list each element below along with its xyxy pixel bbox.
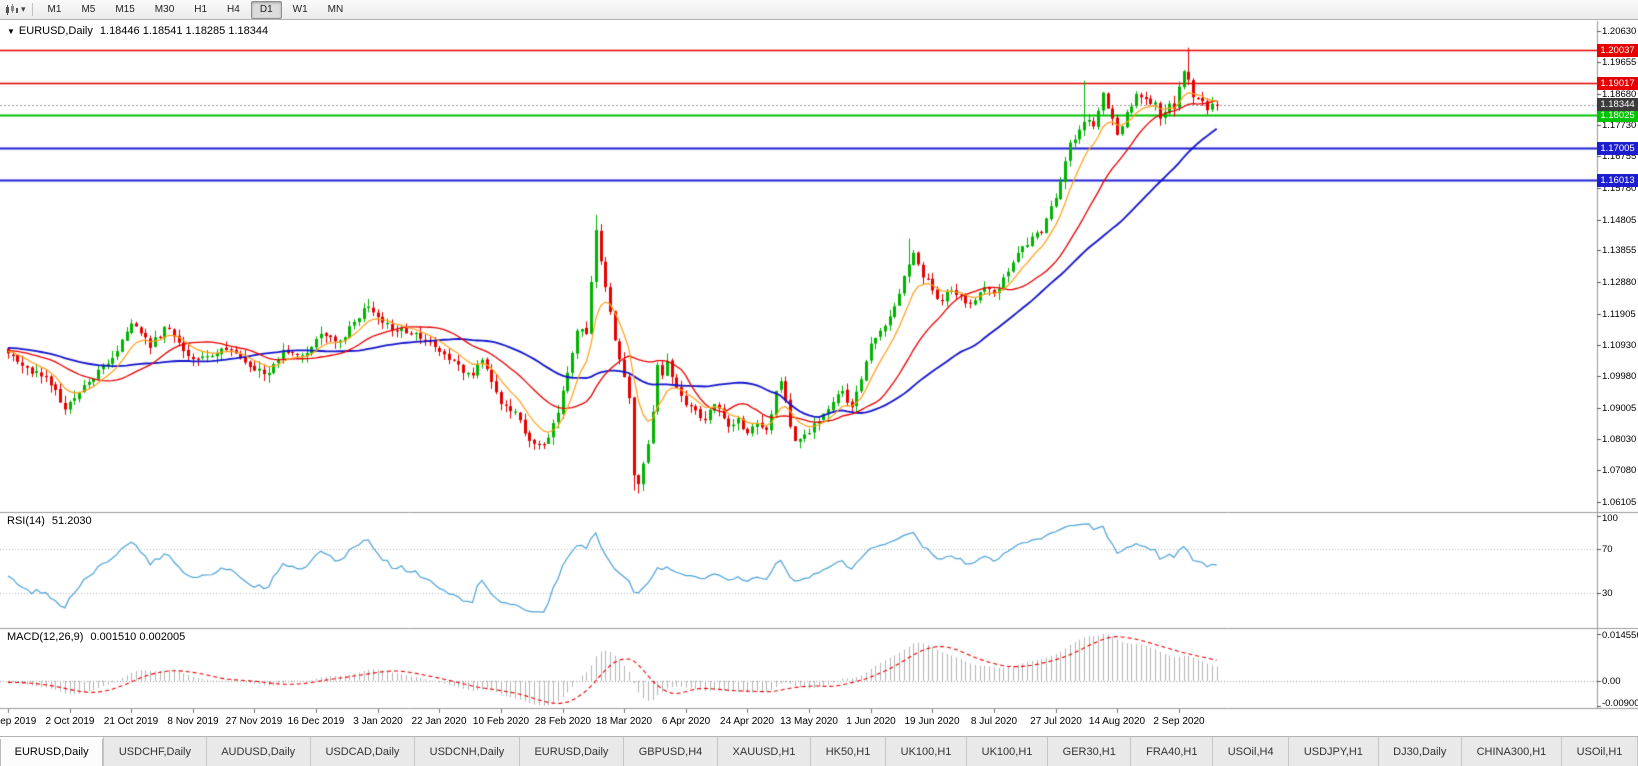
timeframe-button-mn[interactable]: MN bbox=[327, 3, 344, 15]
timeframe-button-m5[interactable]: M5 bbox=[81, 3, 96, 15]
chart-tab-gbpusd-h4[interactable]: GBPUSD,H4 bbox=[624, 737, 718, 766]
rsi-name: RSI(14) bbox=[7, 515, 45, 527]
chart-symbol-label: ▼ EURUSD,Daily 1.18446 1.18541 1.18285 1.1… bbox=[7, 25, 268, 37]
chart-tab-usoil-h4[interactable]: USOil,H4 bbox=[1213, 737, 1290, 766]
chart-tab-eurusd-daily[interactable]: EURUSD,Daily bbox=[0, 737, 105, 766]
macd-name: MACD(12,26,9) bbox=[7, 631, 84, 643]
chart-tab-audusd-daily[interactable]: AUDUSD,Daily bbox=[206, 737, 311, 766]
timeframe-button-m15[interactable]: M15 bbox=[115, 3, 135, 15]
chart-tab-china300-h1[interactable]: CHINA300,H1 bbox=[1461, 737, 1562, 766]
chart-ohlc-values: 1.18446 1.18541 1.18285 1.18344 bbox=[99, 25, 269, 37]
rsi-indicator-label: RSI(14) 51.2030 bbox=[7, 515, 92, 527]
timeframe-button-w1[interactable]: W1 bbox=[292, 3, 308, 15]
chart-tab-ger30-h1[interactable]: GER30,H1 bbox=[1048, 737, 1132, 766]
toolbar-separator bbox=[31, 3, 33, 16]
chart-type-icon[interactable] bbox=[5, 2, 19, 18]
chart-tab-uk100-h1[interactable]: UK100,H1 bbox=[967, 737, 1049, 766]
timeframe-toolbar: ▾ M1 M5 M15 M30 H1 H4 D1 W1 MN bbox=[0, 0, 1638, 20]
timeframe-button-h1[interactable]: H1 bbox=[194, 3, 208, 15]
chart-tab-usoil-h1[interactable]: USOil,H1 bbox=[1561, 737, 1638, 766]
chart-tab-usdjpy-h1[interactable]: USDJPY,H1 bbox=[1289, 737, 1379, 766]
macd-value: 0.001510 0.002005 bbox=[90, 631, 186, 643]
dropdown-arrow-icon[interactable]: ▾ bbox=[21, 4, 26, 14]
timeframe-button-m30[interactable]: M30 bbox=[154, 3, 175, 15]
chart-symbol-text: EURUSD,Daily bbox=[18, 25, 93, 37]
chart-tab-hk50-h1[interactable]: HK50,H1 bbox=[811, 737, 886, 766]
timeframe-button-h4[interactable]: H4 bbox=[227, 3, 240, 15]
chart-tab-bar: EURUSD,Daily USDCHF,Daily AUDUSD,Daily USDC… bbox=[0, 736, 1638, 766]
chart-tab-usdcnh-daily[interactable]: USDCNH,Daily bbox=[415, 737, 520, 766]
timeframe-button-d1[interactable]: D1 bbox=[250, 0, 282, 19]
timeframe-button-m1[interactable]: M1 bbox=[47, 3, 62, 15]
chart-tab-xauusd-h1[interactable]: XAUUSD,H1 bbox=[717, 737, 812, 766]
macd-indicator-label: MACD(12,26,9) 0.001510 0.002005 bbox=[7, 631, 185, 643]
chart-tab-usdchf-daily[interactable]: USDCHF,Daily bbox=[104, 737, 207, 766]
chart-tab-dj30-daily[interactable]: DJ30,Daily bbox=[1378, 737, 1462, 766]
timeframe-buttons: M1 M5 M15 M30 H1 H4 D1 W1 MN bbox=[38, 0, 354, 19]
rsi-value: 51.2030 bbox=[51, 515, 92, 527]
chart-tab-eurusd-daily[interactable]: EURUSD,Daily bbox=[519, 737, 625, 766]
chart-menu-icon[interactable]: ▼ bbox=[7, 27, 15, 36]
chart-tab-fra40-h1[interactable]: FRA40,H1 bbox=[1131, 737, 1214, 766]
chart-tab-usdcad-daily[interactable]: USDCAD,Daily bbox=[310, 737, 416, 766]
chart-tab-uk100-h1[interactable]: UK100,H1 bbox=[886, 737, 968, 766]
